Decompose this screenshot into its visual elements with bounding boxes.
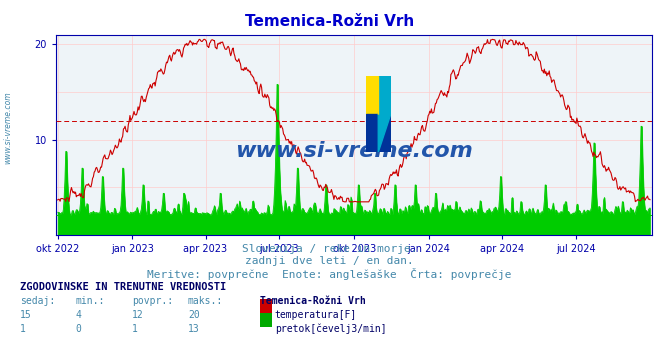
Text: pretok[čevelj3/min]: pretok[čevelj3/min] bbox=[275, 324, 386, 334]
Text: 13: 13 bbox=[188, 324, 200, 334]
Text: www.si-vreme.com: www.si-vreme.com bbox=[235, 141, 473, 161]
Bar bbox=[366, 114, 391, 152]
Polygon shape bbox=[366, 76, 378, 114]
Text: 0: 0 bbox=[76, 324, 82, 334]
Text: temperatura[F]: temperatura[F] bbox=[275, 310, 357, 320]
Text: Slovenija / reke in morje.: Slovenija / reke in morje. bbox=[242, 244, 417, 254]
Text: Temenica-Rožni Vrh: Temenica-Rožni Vrh bbox=[245, 14, 414, 29]
Text: 1: 1 bbox=[132, 324, 138, 334]
Text: 4: 4 bbox=[76, 310, 82, 320]
Text: ZGODOVINSKE IN TRENUTNE VREDNOSTI: ZGODOVINSKE IN TRENUTNE VREDNOSTI bbox=[20, 282, 226, 292]
Text: Meritve: povprečne  Enote: anglešaške  Črta: povprečje: Meritve: povprečne Enote: anglešaške Črt… bbox=[147, 268, 512, 280]
Text: 1: 1 bbox=[20, 324, 26, 334]
Text: min.:: min.: bbox=[76, 296, 105, 306]
Text: sedaj:: sedaj: bbox=[20, 296, 55, 306]
Text: povpr.:: povpr.: bbox=[132, 296, 173, 306]
Text: 15: 15 bbox=[20, 310, 32, 320]
Text: 20: 20 bbox=[188, 310, 200, 320]
Bar bbox=[378, 76, 391, 114]
Text: www.si-vreme.com: www.si-vreme.com bbox=[3, 92, 13, 164]
Polygon shape bbox=[378, 76, 391, 152]
Text: Temenica-Rožni Vrh: Temenica-Rožni Vrh bbox=[260, 296, 366, 306]
Bar bbox=[366, 76, 378, 114]
Text: 12: 12 bbox=[132, 310, 144, 320]
Text: zadnji dve leti / en dan.: zadnji dve leti / en dan. bbox=[245, 256, 414, 266]
Text: maks.:: maks.: bbox=[188, 296, 223, 306]
